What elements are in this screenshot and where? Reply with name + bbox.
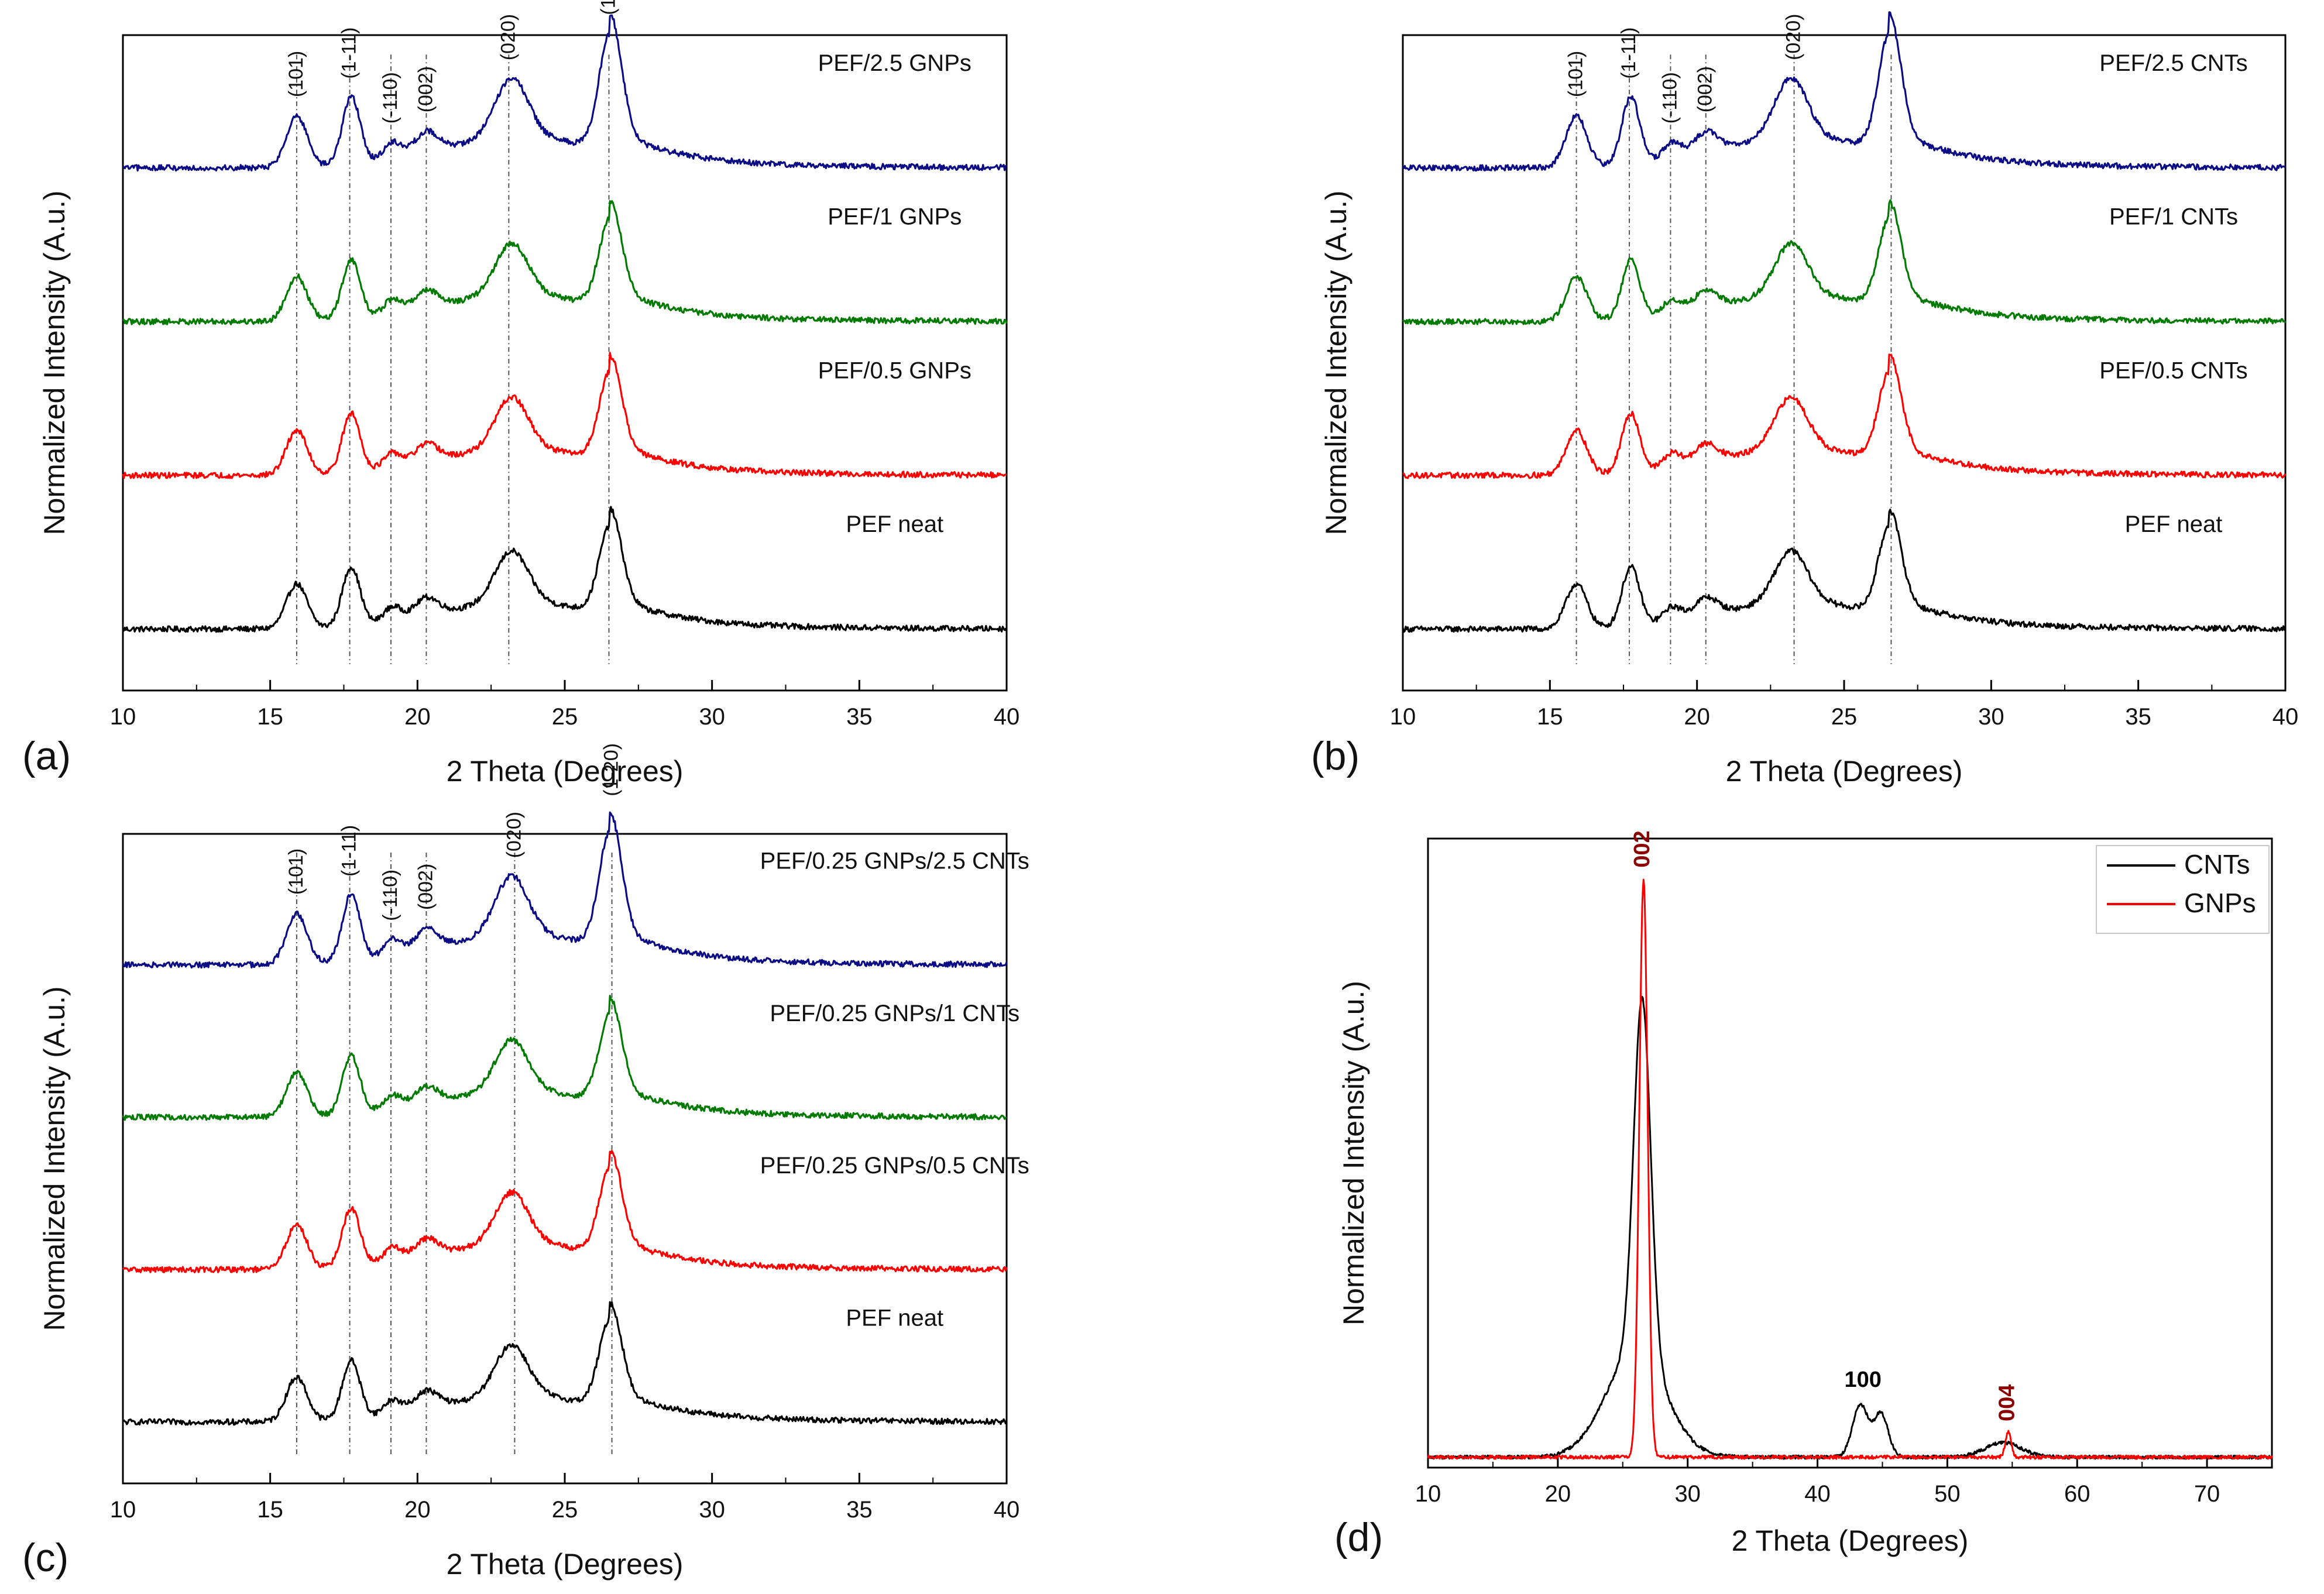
- peak-label: 004: [1995, 1385, 2019, 1421]
- x-axis-label: 2 Theta (Degrees): [447, 755, 684, 788]
- panel-c: 10 15 20 25 30 35 40 2 Theta (Degrees) Normalize…: [22, 743, 1029, 1581]
- x-tick-label: 30: [699, 1497, 725, 1523]
- x-axis-label: 2 Theta (Degrees): [1732, 1524, 1969, 1557]
- x-tick-label: 15: [257, 1497, 283, 1523]
- x-tick-label: 20: [1684, 704, 1710, 730]
- panel-letter: (d): [1334, 1515, 1383, 1559]
- panel-d: 10 20 30 40 50 60 70 2 Theta (Degrees) Normalize…: [1334, 830, 2273, 1559]
- x-tick-label: 10: [110, 1497, 136, 1523]
- x-tick-label: 10: [1415, 1481, 1441, 1507]
- panel-letter: (c): [22, 1535, 68, 1580]
- series-label: PEF/0.25 GNPs/1 CNTs: [770, 1001, 1019, 1026]
- peak-label: 100: [1844, 1368, 1881, 1392]
- x-tick-label: 40: [994, 704, 1020, 730]
- series-label: PEF/1 GNPs: [828, 204, 962, 230]
- x-tick-label: 20: [404, 1497, 431, 1523]
- x-tick-label: 30: [699, 704, 725, 730]
- peak-label: (020): [1783, 14, 1805, 60]
- peak-label: (1-11): [338, 28, 361, 79]
- series-line: [1402, 509, 2286, 633]
- peak-label: (101): [285, 848, 307, 895]
- series-label: PEF neat: [846, 511, 943, 537]
- x-tick-label: 20: [1545, 1481, 1571, 1507]
- x-tick-label: 40: [1804, 1481, 1831, 1507]
- series-label: PEF/0.25 GNPs/0.5 CNTs: [760, 1153, 1029, 1179]
- peak-label: (-110): [1659, 72, 1681, 123]
- x-tick-label: 25: [552, 1497, 578, 1523]
- series-label: PEF neat: [846, 1306, 943, 1331]
- series-line: [122, 14, 1007, 172]
- legend-label: GNPs: [2184, 888, 2256, 918]
- panel-b: 10 15 20 25 30 35 40 2 Theta (Degrees) Normalize…: [1311, 11, 2299, 788]
- x-tick-label: 30: [1674, 1481, 1701, 1507]
- x-tick-label: 35: [846, 704, 873, 730]
- peak-label: (1-11): [338, 825, 361, 877]
- series-label: PEF/1 CNTs: [2109, 204, 2238, 230]
- series-line: [122, 995, 1007, 1121]
- peak-label: (002): [414, 66, 437, 112]
- peak-label: (020): [497, 14, 519, 60]
- peak-label: (002): [414, 864, 437, 910]
- x-axis-label: 2 Theta (Degrees): [1726, 755, 1963, 788]
- x-tick-label: 15: [257, 704, 283, 730]
- series-line: [122, 506, 1008, 633]
- series-label: PEF neat: [2125, 511, 2223, 537]
- peak-label: 002: [1630, 830, 1654, 867]
- peak-label: (-110): [379, 870, 401, 921]
- y-axis-label: Normalized Intensity (A.u.): [1320, 190, 1352, 535]
- x-tick-label: 10: [110, 704, 136, 730]
- legend-label: CNTs: [2184, 849, 2250, 880]
- panel-letter: (a): [22, 734, 71, 778]
- plot-frame: [1427, 837, 2273, 1469]
- peak-label: (101): [285, 51, 307, 97]
- x-tick-label: 40: [994, 1497, 1020, 1523]
- x-tick-label: 35: [846, 1497, 873, 1523]
- y-axis-label: Normalized Intensity (A.u.): [1337, 981, 1370, 1325]
- peak-label: (101): [1565, 51, 1587, 97]
- series-line: [1427, 878, 2273, 1460]
- series-line: [122, 352, 1007, 479]
- series-line: [1402, 11, 2287, 172]
- x-tick-label: 50: [1934, 1481, 1961, 1507]
- series-line: [122, 200, 1008, 325]
- series-label: PEF/0.5 GNPs: [818, 358, 972, 383]
- peak-label: (1-11): [1618, 28, 1640, 79]
- peak-label: (020): [503, 812, 525, 858]
- panel-a: 10 15 20 25 30 35 40 2 Theta (Degrees) Normalize…: [22, 0, 1019, 788]
- x-tick-label: 60: [2064, 1481, 2090, 1507]
- peak-label: (1-20): [600, 743, 623, 796]
- peak-label: (-110): [379, 72, 401, 123]
- x-tick-label: 40: [2272, 704, 2299, 730]
- series-line: [122, 1150, 1008, 1273]
- series-line: [1402, 353, 2287, 479]
- legend-box: [2096, 845, 2270, 934]
- series-label: PEF/2.5 GNPs: [818, 50, 972, 76]
- peak-label: (1-20): [598, 0, 620, 15]
- x-tick-label: 15: [1537, 704, 1563, 730]
- series-line: [122, 811, 1008, 969]
- x-tick-label: 30: [1978, 704, 2004, 730]
- x-tick-label: 25: [552, 704, 578, 730]
- series-label: PEF/0.25 GNPs/2.5 CNTs: [760, 848, 1029, 874]
- x-tick-label: 20: [404, 704, 431, 730]
- x-axis-label: 2 Theta (Degrees): [447, 1548, 684, 1581]
- series-label: PEF/0.5 CNTs: [2099, 358, 2247, 383]
- y-axis-label: Normalized Intensity (A.u.): [38, 190, 71, 535]
- x-tick-label: 70: [2194, 1481, 2220, 1507]
- x-tick-label: 25: [1831, 704, 1858, 730]
- peak-label: (002): [1694, 66, 1717, 112]
- series-line: [122, 1301, 1008, 1426]
- panel-letter: (b): [1311, 734, 1360, 778]
- x-tick-label: 10: [1390, 704, 1416, 730]
- series-line: [1402, 199, 2287, 325]
- series-label: PEF/2.5 CNTs: [2099, 50, 2247, 76]
- y-axis-label: Normalized Intensity (A.u.): [38, 986, 71, 1331]
- x-tick-label: 35: [2125, 704, 2151, 730]
